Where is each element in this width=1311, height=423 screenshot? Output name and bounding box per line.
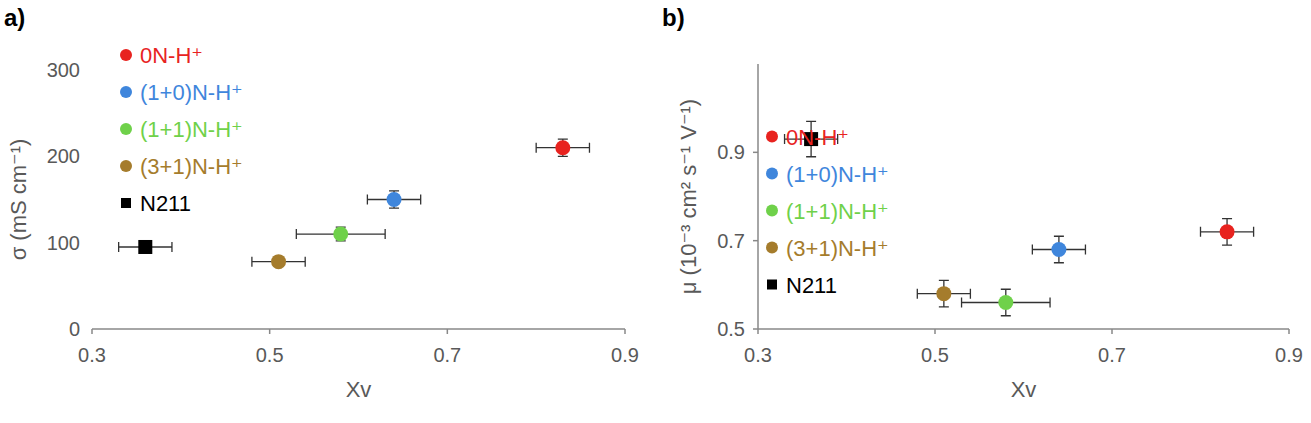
- figure: a) 0.3 0.5 0.7 0.9 0 100 200 300 Xv σ (mS cm⁻¹) 0N-…: [0, 0, 1311, 423]
- point: [387, 192, 402, 207]
- point: [936, 286, 951, 301]
- legend-marker: [120, 86, 132, 98]
- chart-panel: b) 0.3 0.5 0.7 0.9 0.5 0.7 0.9 Xv μ (10⁻³ cm² s⁻¹…: [662, 4, 1303, 402]
- x-tick: [1111, 329, 1113, 334]
- x-tick: [91, 329, 93, 334]
- legend-label: 0N-H⁺: [786, 125, 849, 150]
- legend-marker: [121, 198, 131, 208]
- legend-label: (3+1)N-H⁺: [140, 154, 243, 179]
- y-tick-label: 300: [47, 59, 80, 81]
- point: [1220, 224, 1235, 239]
- x-tick-label: 0.9: [611, 344, 639, 366]
- x-tick-label: 0.5: [921, 344, 949, 366]
- x-tick: [934, 329, 936, 334]
- x-tick-label: 0.3: [78, 344, 106, 366]
- panel-label: a): [4, 4, 25, 31]
- y-tick-label: 200: [47, 145, 80, 167]
- y-tick-label: 0: [69, 318, 80, 340]
- x-tick-label: 0.3: [744, 344, 772, 366]
- legend-marker: [766, 131, 778, 143]
- x-tick-label: 0.7: [433, 344, 461, 366]
- y-axis-label: μ (10⁻³ cm² s⁻¹ V⁻¹): [676, 99, 701, 294]
- y-tick: [753, 328, 758, 330]
- point: [138, 240, 152, 254]
- legend-marker: [120, 123, 132, 135]
- y-axis-line: [757, 64, 759, 329]
- y-tick-label: 0.5: [717, 318, 745, 340]
- y-tick-label: 100: [47, 232, 80, 254]
- legend-marker: [766, 168, 778, 180]
- legend: 0N-H⁺ (1+0)N-H⁺ (1+1)N-H⁺ (3+1)N-H⁺ N211: [120, 43, 243, 216]
- data-group: [119, 139, 590, 269]
- y-tick: [753, 152, 758, 154]
- x-tick: [269, 329, 271, 334]
- x-tick-label: 0.7: [1098, 344, 1126, 366]
- legend-label: (3+1)N-H⁺: [786, 236, 889, 261]
- chart-panel: a) 0.3 0.5 0.7 0.9 0 100 200 300 Xv σ (mS cm⁻¹) 0N-…: [4, 4, 639, 402]
- legend-label: N211: [140, 191, 191, 216]
- data-group: [785, 121, 1254, 315]
- legend-label: (1+0)N-H⁺: [786, 162, 889, 187]
- point: [333, 227, 348, 242]
- point: [1051, 242, 1066, 257]
- x-axis-line: [758, 328, 1289, 330]
- legend-label: (1+1)N-H⁺: [786, 199, 889, 224]
- legend-label: (1+1)N-H⁺: [140, 117, 243, 142]
- y-tick: [753, 240, 758, 242]
- legend-label: N211: [786, 273, 837, 298]
- x-axis-line: [92, 328, 625, 330]
- point: [555, 140, 570, 155]
- legend-label: (1+0)N-H⁺: [140, 80, 243, 105]
- x-tick: [624, 329, 626, 334]
- panel-label: b): [662, 4, 685, 31]
- y-axis-label: σ (mS cm⁻¹): [6, 139, 31, 261]
- legend-label: 0N-H⁺: [140, 43, 203, 68]
- x-axis-label: Xv: [346, 377, 372, 402]
- legend-marker: [766, 242, 778, 254]
- legend: 0N-H⁺ (1+0)N-H⁺ (1+1)N-H⁺ (3+1)N-H⁺ N211: [766, 125, 889, 298]
- y-tick-label: 0.9: [717, 141, 745, 163]
- x-axis-label: Xv: [1011, 377, 1037, 402]
- x-tick: [447, 329, 449, 334]
- point: [271, 254, 286, 269]
- legend-marker: [766, 205, 778, 217]
- legend-marker: [767, 280, 777, 290]
- legend-marker: [120, 160, 132, 172]
- x-tick: [1288, 329, 1290, 334]
- legend-marker: [120, 49, 132, 61]
- x-tick-label: 0.9: [1275, 344, 1303, 366]
- y-tick-label: 0.7: [717, 230, 745, 252]
- point: [998, 295, 1013, 310]
- x-tick-label: 0.5: [256, 344, 284, 366]
